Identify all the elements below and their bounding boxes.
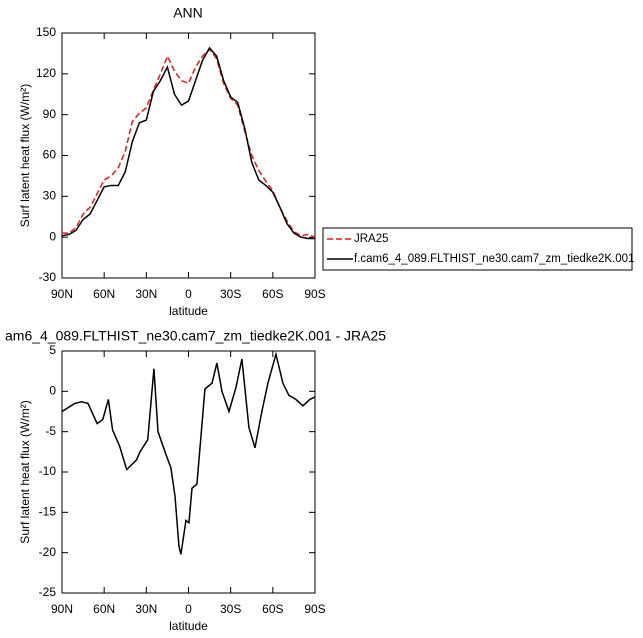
x-tick-label: 30S — [220, 602, 241, 616]
x-tick-label: 90S — [304, 602, 325, 616]
y-tick-label: 30 — [43, 189, 57, 203]
x-tick-label: 90N — [51, 287, 73, 301]
x-tick-label: 90N — [51, 602, 73, 616]
data-line — [61, 351, 316, 555]
y-tick-label: -10 — [39, 464, 57, 478]
x-tick-label: 30N — [135, 602, 157, 616]
y-tick-label: -5 — [45, 424, 56, 438]
chart-title: am6_4_089.FLTHIST_ne30.cam7_zm_tiedke2K.… — [5, 328, 386, 344]
chart-title: ANN — [173, 5, 203, 21]
x-tick-label: 0 — [185, 602, 192, 616]
x-axis-label: latitude — [169, 304, 208, 318]
y-tick-label: 60 — [43, 148, 57, 162]
y-axis-label: Surf latent heat flux (W/m²) — [18, 400, 32, 543]
y-tick-label: 5 — [49, 343, 56, 357]
y-tick-label: 150 — [36, 25, 56, 39]
data-line — [62, 48, 316, 238]
y-axis-label: Surf latent heat flux (W/m²) — [18, 84, 32, 227]
x-tick-label: 60S — [262, 602, 283, 616]
y-tick-label: -25 — [39, 585, 57, 599]
x-tick-label: 90S — [304, 287, 325, 301]
legend-label: JRA25 — [354, 233, 389, 245]
legend-box — [322, 227, 633, 271]
x-tick-label: 0 — [185, 287, 192, 301]
plot-frame — [61, 32, 316, 279]
x-tick-label: 30N — [135, 287, 157, 301]
y-tick-label: 120 — [36, 66, 56, 80]
y-tick-label: 0 — [49, 384, 56, 398]
plot-frame — [61, 350, 316, 594]
y-tick-label: -30 — [39, 270, 57, 284]
x-tick-label: 60N — [93, 602, 115, 616]
x-tick-label: 60S — [262, 287, 283, 301]
x-axis-label: latitude — [169, 619, 208, 633]
y-tick-label: 0 — [49, 229, 56, 243]
x-tick-label: 60N — [93, 287, 115, 301]
y-tick-label: -20 — [39, 545, 57, 559]
y-tick-label: 90 — [43, 107, 57, 121]
y-tick-label: -15 — [39, 505, 57, 519]
x-tick-label: 30S — [220, 287, 241, 301]
legend-label: f.cam6_4_089.FLTHIST_ne30.cam7_zm_tiedke… — [354, 253, 634, 265]
data-line — [61, 46, 315, 240]
